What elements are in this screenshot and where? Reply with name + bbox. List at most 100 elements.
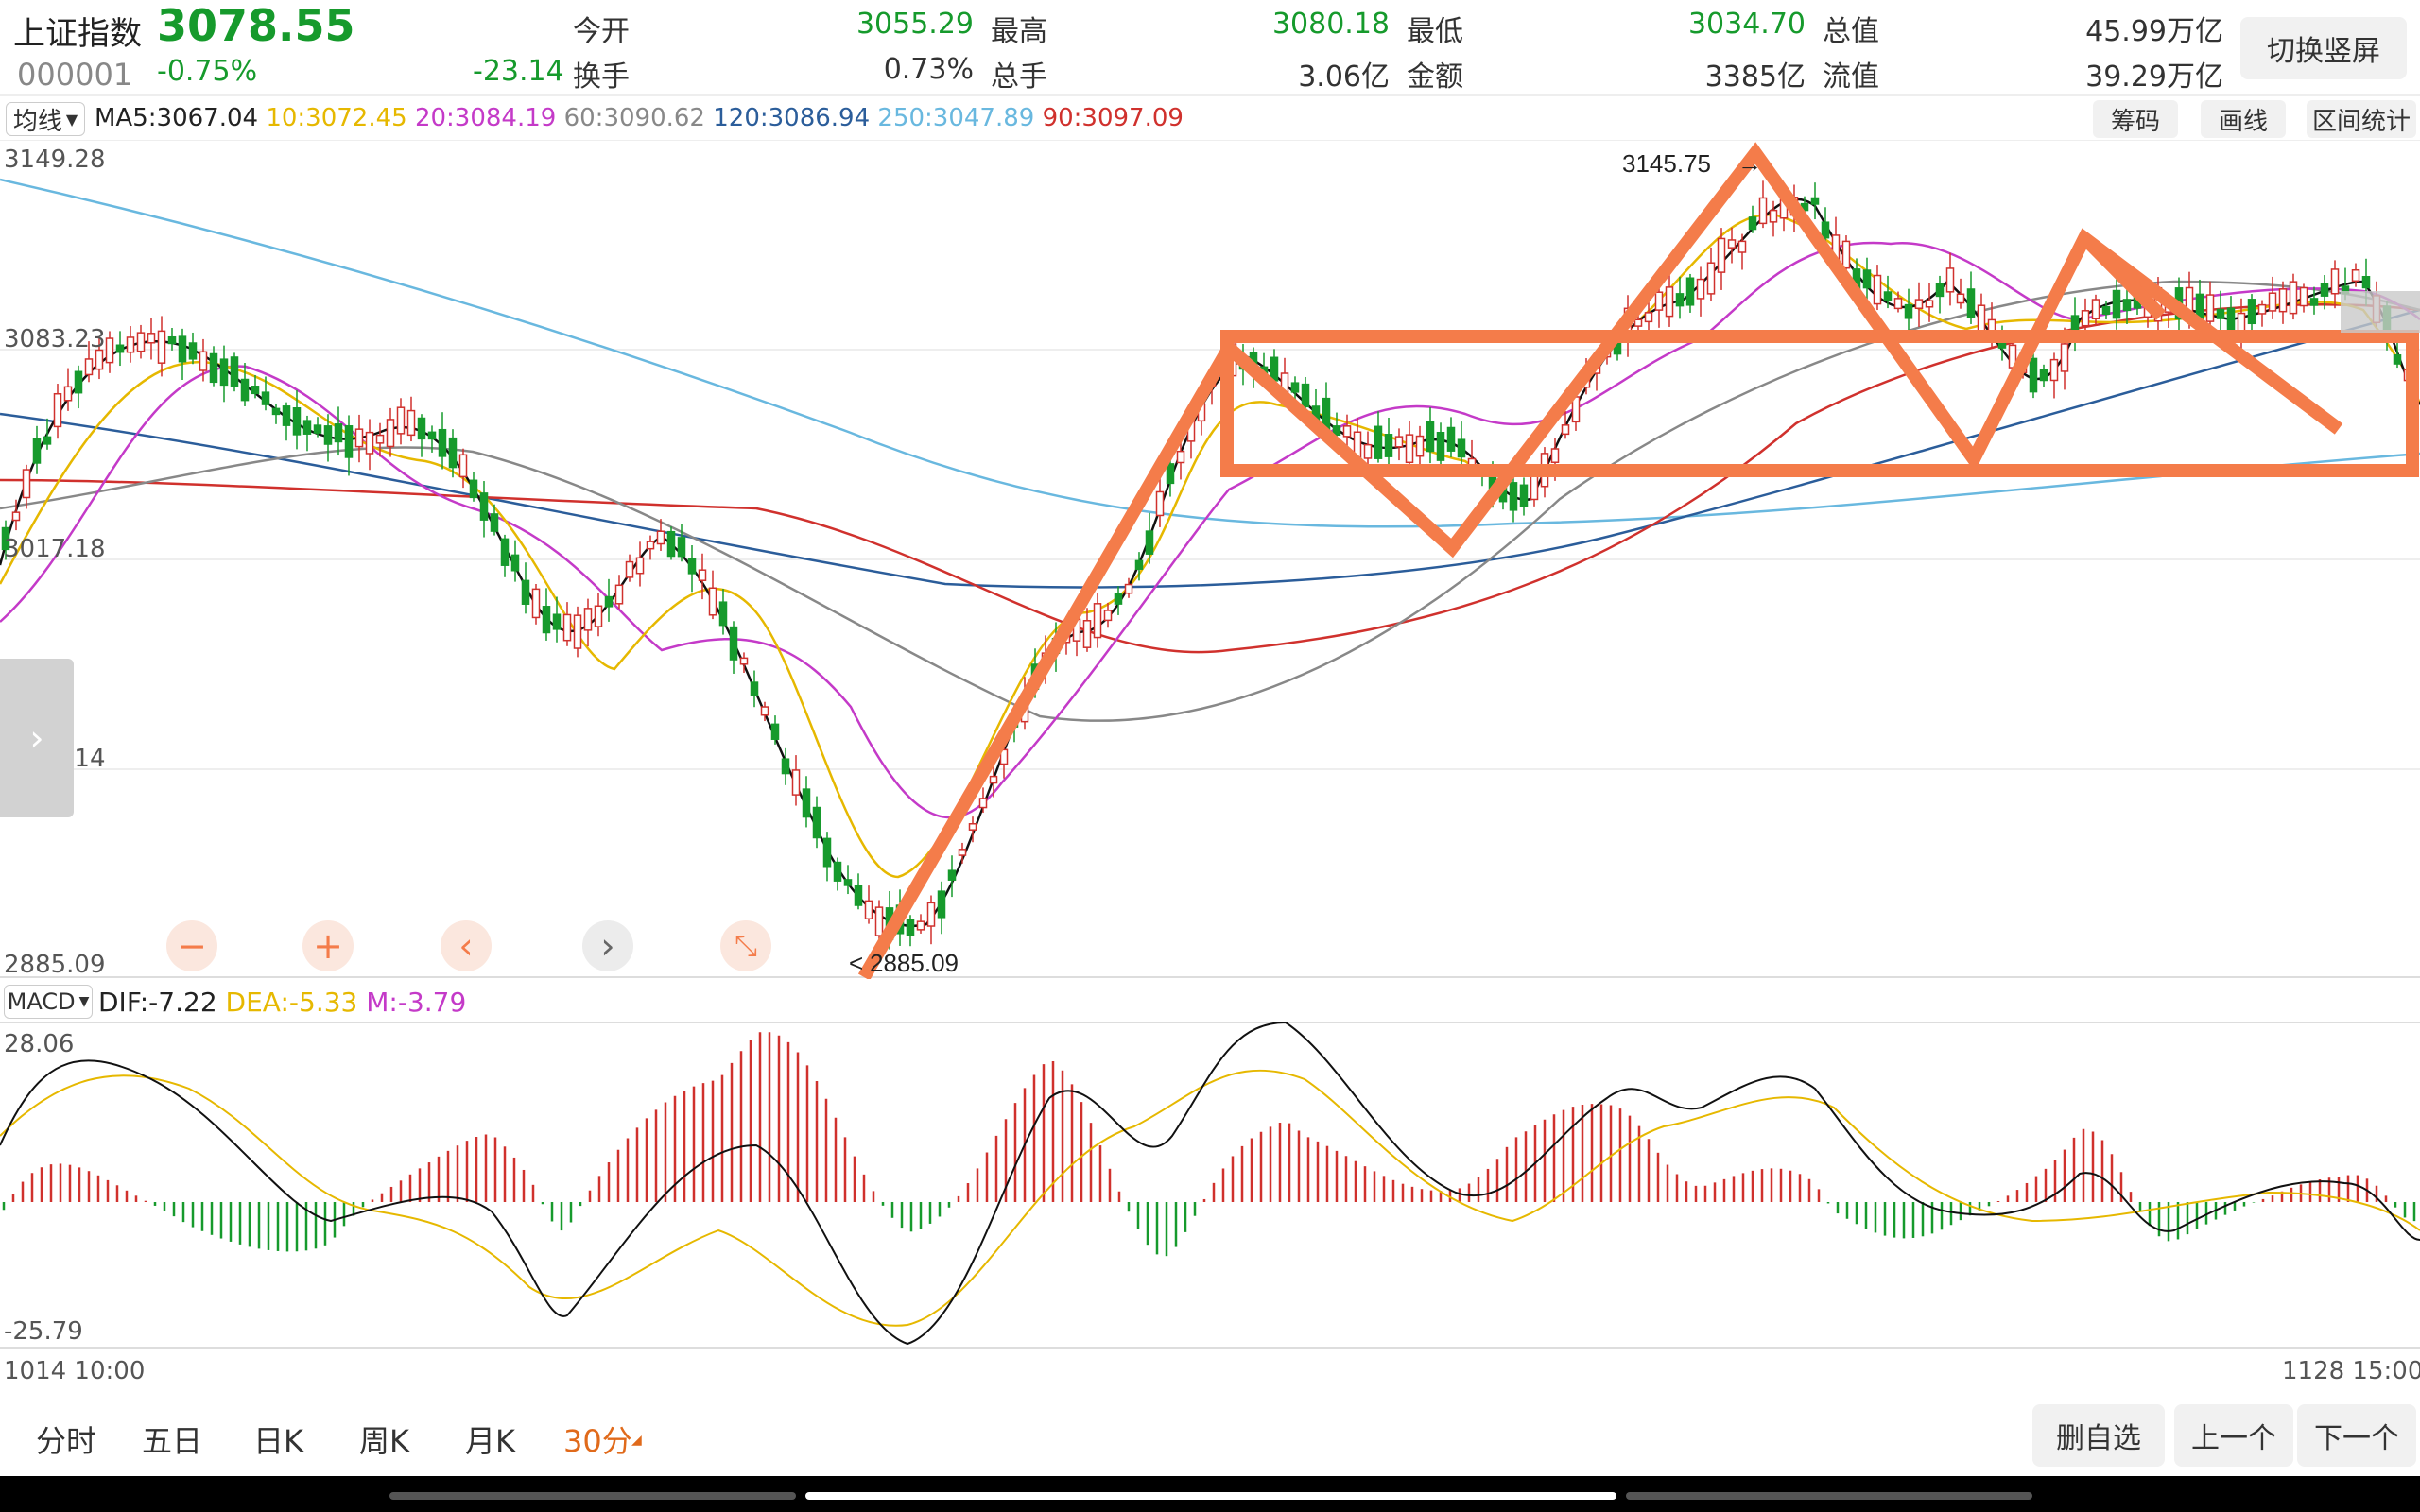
candle-body <box>947 869 957 881</box>
candle-body <box>2101 305 2111 315</box>
candle-body <box>178 335 187 363</box>
candle-body <box>531 588 541 619</box>
candle-body <box>157 330 166 364</box>
ma-legend-ma90: 90:3097.09 <box>1042 104 1184 132</box>
tab-30min-active[interactable]: 30分 <box>563 1423 632 1459</box>
candle-body <box>1893 298 1903 310</box>
candle-body <box>240 378 250 402</box>
candle-body <box>687 558 697 575</box>
candle-body <box>1821 221 1830 239</box>
candle-body <box>1166 463 1175 485</box>
candle-body <box>1301 383 1310 408</box>
previous-stock-button[interactable]: 上一个 <box>2174 1404 2293 1467</box>
macd-dif: DIF:-7.22 <box>98 987 217 1018</box>
tab-intraday[interactable]: 分时 <box>36 1423 97 1459</box>
zoom-in-button[interactable]: + <box>302 920 354 971</box>
high-annotation: 3145.75 <box>1622 149 1711 178</box>
candle-body <box>2268 292 2277 312</box>
macd-dea: DEA:-5.33 <box>225 987 358 1018</box>
candle-body <box>635 557 645 575</box>
candle-body <box>999 748 1009 765</box>
candle-body <box>438 428 447 457</box>
annotation-zigzag-line-2 <box>2080 233 2166 320</box>
ma60-line <box>0 280 2420 722</box>
macd-m: M:-3.79 <box>366 987 467 1018</box>
low-arrow: < <box>849 949 863 977</box>
candle-body <box>1717 237 1726 273</box>
home-indicator[interactable] <box>805 1492 1616 1500</box>
candle-body <box>95 349 104 370</box>
candle-body <box>84 358 94 376</box>
candle-body <box>1706 262 1716 295</box>
candle-body <box>1 526 10 551</box>
reset-zoom-button[interactable]: ⤡ <box>720 920 771 971</box>
candle-body <box>334 423 343 443</box>
gesture-pill-left <box>389 1492 796 1500</box>
switch-portrait-button[interactable]: 切换竖屏 <box>2240 17 2407 79</box>
side-panel-handle[interactable]: › <box>0 659 74 817</box>
candle-body <box>386 419 395 448</box>
candle-body <box>1769 209 1778 223</box>
candle-body <box>510 554 520 572</box>
candlestick-chart[interactable]: 3145.75 → < 2885.09 <box>0 140 2420 979</box>
price-axis-label: 3017.18 <box>4 535 106 563</box>
low-annotation: 2885.09 <box>870 949 959 977</box>
candle-body <box>344 425 354 458</box>
candle-body <box>718 601 728 627</box>
scroll-right-button[interactable]: › <box>582 920 633 971</box>
candle-body <box>199 351 208 371</box>
candle-body <box>490 513 499 532</box>
candle-body <box>354 428 364 448</box>
tab-weekly[interactable]: 周K <box>359 1423 409 1459</box>
candle-body <box>1530 475 1539 501</box>
range-stats-button[interactable]: 区间统计 <box>2307 100 2416 138</box>
candle-body <box>2216 308 2225 319</box>
tab-monthly[interactable]: 月K <box>465 1423 515 1459</box>
chips-button[interactable]: 筹码 <box>2093 100 2178 138</box>
remove-watchlist-button[interactable]: 删自选 <box>2032 1404 2165 1467</box>
zoom-out-button[interactable]: − <box>166 920 217 971</box>
candle-body <box>1145 530 1154 555</box>
candle-body <box>2081 310 2090 327</box>
candle-body <box>365 431 374 455</box>
macd-chart[interactable] <box>0 1022 2420 1349</box>
candle-body <box>770 723 780 740</box>
tab-daily[interactable]: 日K <box>253 1423 303 1459</box>
candle-body <box>1124 583 1133 594</box>
scroll-left-button[interactable]: ‹ <box>441 920 492 971</box>
candle-body <box>323 425 333 445</box>
ma-selector[interactable]: 均线 ▼ <box>6 102 85 136</box>
macd-legend: DIF:-7.22 DEA:-5.33 M:-3.79 <box>98 987 466 1018</box>
candle-body <box>1446 426 1456 452</box>
candle-body <box>448 437 458 469</box>
candle-body <box>666 530 676 558</box>
indicator-selector[interactable]: MACD ▼ <box>4 985 93 1019</box>
candle-body <box>292 407 302 436</box>
draw-line-button[interactable]: 画线 <box>2201 100 2286 138</box>
candle-body <box>729 626 738 661</box>
candle-body <box>1082 620 1092 648</box>
candle-body <box>594 605 603 627</box>
candle-body <box>271 407 281 416</box>
next-stock-button[interactable]: 下一个 <box>2297 1404 2416 1467</box>
tab-five-day[interactable]: 五日 <box>142 1423 203 1459</box>
price-axis-label: 3083.23 <box>4 325 106 353</box>
candle-body <box>906 919 915 936</box>
annotation-drawings <box>857 142 2419 979</box>
candle-body <box>1696 278 1705 300</box>
stat-label-turnover: 换手 <box>573 60 630 94</box>
candle-body <box>1675 293 1685 307</box>
candle-body <box>562 613 572 642</box>
candle-body <box>1873 274 1882 305</box>
candle-body <box>1945 267 1955 293</box>
candle-body <box>2060 343 2069 372</box>
chart-gridlines <box>0 140 2420 978</box>
stat-label-float-value: 流值 <box>1823 60 1879 94</box>
minus-icon: − <box>177 925 207 967</box>
candle-body <box>188 342 198 360</box>
macd-histogram <box>2 1032 2416 1257</box>
macd-axis-label-top: 28.06 <box>4 1030 75 1058</box>
candle-body <box>1405 434 1414 464</box>
candle-body <box>926 902 936 927</box>
candle-body <box>1176 450 1185 464</box>
